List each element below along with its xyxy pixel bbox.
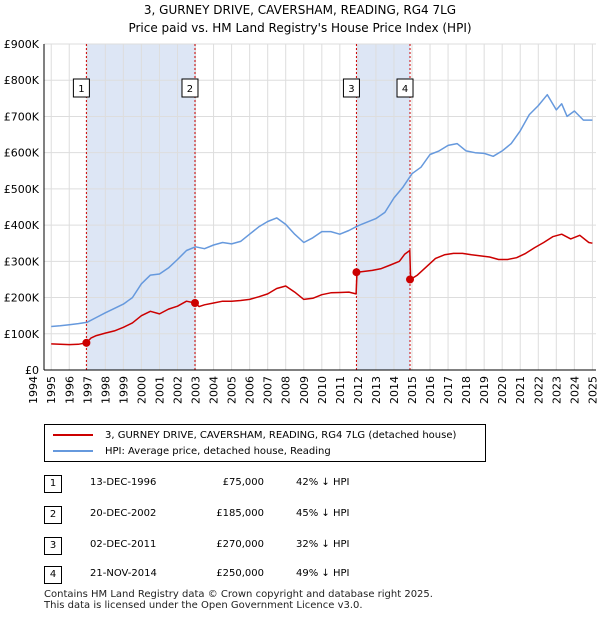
footer-licence: This data is licensed under the Open Gov… xyxy=(44,600,363,611)
sale-point xyxy=(190,298,199,307)
property-price-line xyxy=(51,233,593,346)
legend-swatch-hpi xyxy=(53,450,93,452)
x-tick-label: 2003 xyxy=(190,376,203,404)
transaction-date: 13-DEC-1996 xyxy=(90,477,157,488)
x-tick-label: 2010 xyxy=(316,376,329,404)
footer: Contains HM Land Registry data © Crown c… xyxy=(44,589,433,611)
sale-marker-number: 2 xyxy=(187,84,193,95)
transaction-row: 1 13-DEC-1996 £75,000 42% ↓ HPI xyxy=(44,475,444,493)
y-tick-label: £200K xyxy=(4,292,40,305)
x-tick-label: 1997 xyxy=(81,376,94,404)
transaction-date: 21-NOV-2014 xyxy=(90,568,157,579)
legend-item-property: 3, GURNEY DRIVE, CAVERSHAM, READING, RG4… xyxy=(53,428,456,442)
y-tick-label: £100K xyxy=(4,328,40,341)
transaction-hpi-diff: 42% ↓ HPI xyxy=(296,477,350,488)
transaction-price: £250,000 xyxy=(216,568,264,579)
x-tick-label: 1995 xyxy=(45,376,58,404)
sale-marker-label: 3 xyxy=(342,78,360,98)
sale-marker-label: 2 xyxy=(181,78,199,98)
x-tick-label: 2021 xyxy=(514,376,527,404)
legend-label-hpi: HPI: Average price, detached house, Read… xyxy=(105,445,331,457)
x-tick-label: 2018 xyxy=(460,376,473,404)
sale-marker-box xyxy=(72,78,90,98)
hpi-line xyxy=(51,93,593,328)
legend-label-property: 3, GURNEY DRIVE, CAVERSHAM, READING, RG4… xyxy=(105,429,457,441)
footer-copyright: Contains HM Land Registry data © Crown c… xyxy=(44,589,433,600)
transaction-number-badge: 3 xyxy=(44,537,62,555)
transaction-number-badge: 4 xyxy=(44,566,62,584)
x-tick-label: 2009 xyxy=(298,376,311,404)
x-tick-label: 2024 xyxy=(568,376,581,404)
x-tick-label: 1998 xyxy=(99,376,112,404)
transaction-number-badge: 2 xyxy=(44,506,62,524)
x-tick-label: 2020 xyxy=(496,376,509,404)
sale-marker-box xyxy=(396,78,414,98)
x-tick-label: 2000 xyxy=(135,376,148,404)
sale-marker-number: 4 xyxy=(402,84,408,95)
transaction-number-badge: 1 xyxy=(44,475,62,493)
price-chart: 1 2 3 4 £0 £100K £200K £300K £400K £500K £600K £700… xyxy=(4,38,600,404)
y-tick-label: £300K xyxy=(4,255,40,268)
x-tick-label: 2012 xyxy=(352,376,365,404)
x-tick-label: 2011 xyxy=(334,376,347,404)
x-tick-label: 2019 xyxy=(478,376,491,404)
transaction-hpi-diff: 49% ↓ HPI xyxy=(296,568,350,579)
x-tick-label: 2002 xyxy=(172,376,185,404)
legend-item-hpi: HPI: Average price, detached house, Read… xyxy=(53,444,331,458)
x-tick-label: 2017 xyxy=(442,376,455,404)
legend: 3, GURNEY DRIVE, CAVERSHAM, READING, RG4… xyxy=(44,424,486,462)
sale-marker-box xyxy=(342,78,360,98)
transaction-row: 4 21-NOV-2014 £250,000 49% ↓ HPI xyxy=(44,566,444,584)
x-tick-label: 2015 xyxy=(406,376,419,404)
sale-point xyxy=(352,268,361,277)
transaction-row: 2 20-DEC-2002 £185,000 45% ↓ HPI xyxy=(44,506,444,524)
x-tick-label: 2005 xyxy=(226,376,239,404)
sale-marker-number: 3 xyxy=(348,84,354,95)
x-tick-label: 2016 xyxy=(424,376,437,404)
sale-marker-box xyxy=(181,78,199,98)
y-tick-label: £600K xyxy=(4,147,40,160)
transaction-row: 3 02-DEC-2011 £270,000 32% ↓ HPI xyxy=(44,537,444,555)
transaction-price: £75,000 xyxy=(222,477,264,488)
x-tick-label: 2006 xyxy=(244,376,257,404)
sale-point xyxy=(82,338,91,347)
transaction-price: £185,000 xyxy=(216,508,264,519)
y-tick-label: £0 xyxy=(25,364,39,377)
transaction-date: 20-DEC-2002 xyxy=(90,508,157,519)
sale-marker-label: 4 xyxy=(396,78,414,98)
chart-title: 3, GURNEY DRIVE, CAVERSHAM, READING, RG4… xyxy=(143,3,457,17)
x-tick-label: 1996 xyxy=(63,376,76,404)
x-tick-label: 2023 xyxy=(550,376,563,404)
x-tick-label: 2007 xyxy=(262,376,275,404)
y-tick-label: £700K xyxy=(4,110,40,123)
x-tick-label: 2013 xyxy=(370,376,383,404)
x-tick-label: 2022 xyxy=(532,376,545,404)
x-tick-label: 1999 xyxy=(117,376,130,404)
legend-swatch-property xyxy=(53,434,93,436)
transaction-hpi-diff: 45% ↓ HPI xyxy=(296,508,350,519)
x-tick-label: 1994 xyxy=(27,376,40,404)
sale-marker-number: 1 xyxy=(78,84,84,95)
x-tick-label: 2014 xyxy=(388,376,401,404)
transaction-date: 02-DEC-2011 xyxy=(90,539,157,550)
x-tick-label: 2004 xyxy=(208,376,221,404)
y-tick-label: £800K xyxy=(4,74,40,87)
shaded-period xyxy=(86,44,195,370)
x-tick-label: 2001 xyxy=(154,376,167,404)
y-tick-label: £500K xyxy=(4,183,40,196)
sale-point xyxy=(406,275,415,284)
transaction-hpi-diff: 32% ↓ HPI xyxy=(296,539,350,550)
sale-marker-label: 1 xyxy=(72,78,90,98)
transaction-price: £270,000 xyxy=(216,539,264,550)
shaded-period xyxy=(356,44,411,370)
y-tick-label: £400K xyxy=(4,219,40,232)
chart-subtitle: Price paid vs. HM Land Registry's House … xyxy=(128,21,472,35)
x-tick-label: 2025 xyxy=(586,376,599,404)
y-tick-label: £900K xyxy=(4,38,40,51)
x-tick-label: 2008 xyxy=(280,376,293,404)
